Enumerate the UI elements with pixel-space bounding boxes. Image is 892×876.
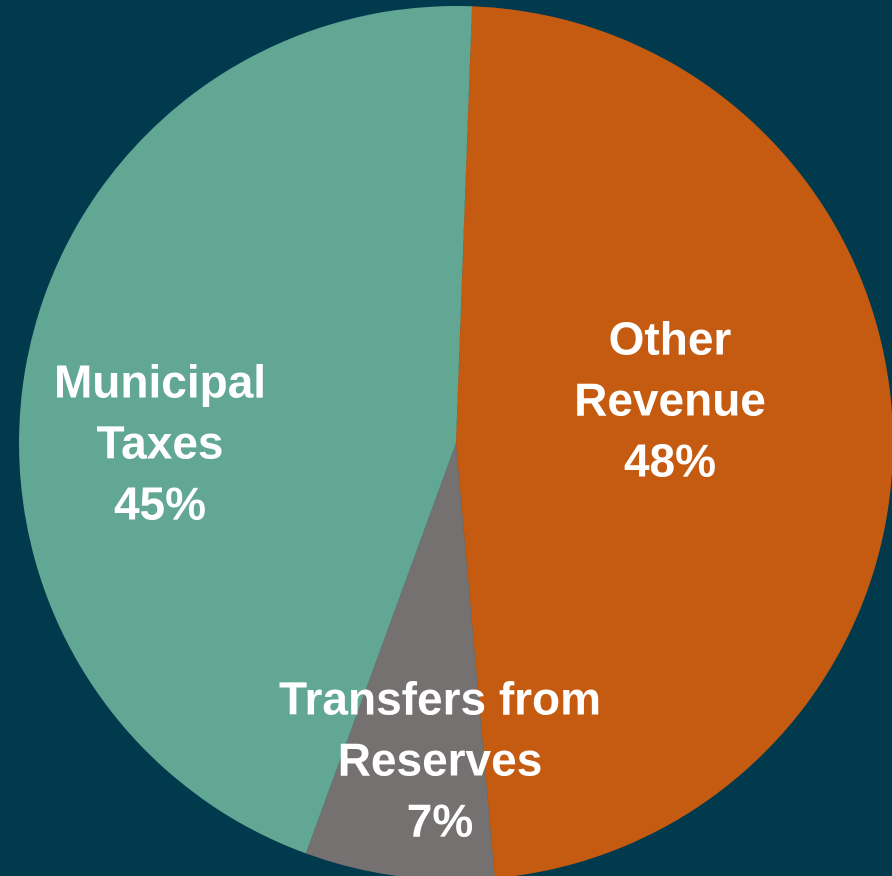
value-label: 45% — [113, 477, 207, 530]
category-label: Other Revenue — [574, 312, 766, 426]
pie-slice — [456, 6, 892, 876]
pie-slice — [305, 443, 495, 876]
pie-slice — [18, 5, 473, 854]
value-label: 48% — [623, 434, 717, 487]
category-label: Municipal Taxes — [53, 355, 267, 469]
slice-label: Municipal Taxes 45% — [25, 352, 295, 535]
category-label: Transfers from Reserves — [278, 672, 602, 786]
value-label: 7% — [406, 794, 474, 847]
slice-label: Transfers from Reserves 7% — [240, 669, 640, 852]
slice-label: Other Revenue 48% — [545, 309, 795, 492]
